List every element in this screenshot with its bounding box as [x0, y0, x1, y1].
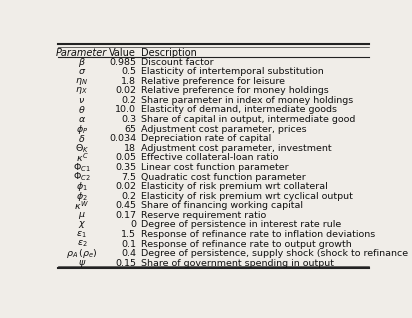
Text: $\eta_N$: $\eta_N$ [75, 76, 88, 87]
Text: 0: 0 [130, 220, 136, 230]
Text: Elasticity of risk premium wrt cyclical output: Elasticity of risk premium wrt cyclical … [141, 192, 353, 201]
Text: Share of capital in output, intermediate good: Share of capital in output, intermediate… [141, 115, 355, 124]
Text: Degree of persistence, supply shock (shock to refinance rate): Degree of persistence, supply shock (sho… [141, 249, 412, 258]
Text: Discount factor: Discount factor [141, 58, 213, 66]
Text: $\chi$: $\chi$ [78, 219, 86, 231]
Text: $\mu$: $\mu$ [78, 210, 86, 221]
Text: $\beta$: $\beta$ [78, 56, 86, 69]
Text: Response of refinance rate to output growth: Response of refinance rate to output gro… [141, 240, 352, 249]
Text: 0.17: 0.17 [115, 211, 136, 220]
Text: $\alpha$: $\alpha$ [78, 115, 86, 124]
Text: $\sigma$: $\sigma$ [78, 67, 86, 76]
Text: 0.034: 0.034 [109, 134, 136, 143]
Text: 1.5: 1.5 [121, 230, 136, 239]
Text: $\phi_1$: $\phi_1$ [76, 180, 88, 193]
Text: Linear cost function parameter: Linear cost function parameter [141, 163, 288, 172]
Text: $\psi$: $\psi$ [77, 258, 86, 269]
Text: Share of financing working capital: Share of financing working capital [141, 201, 303, 210]
Text: Share of government spending in output: Share of government spending in output [141, 259, 334, 268]
Text: Adjustment cost parameter, prices: Adjustment cost parameter, prices [141, 125, 307, 134]
Text: Parameter: Parameter [56, 47, 108, 58]
Text: Elasticity of intertemporal substitution: Elasticity of intertemporal substitution [141, 67, 324, 76]
Text: Reserve requirement ratio: Reserve requirement ratio [141, 211, 266, 220]
Text: $\varepsilon_1$: $\varepsilon_1$ [77, 229, 87, 240]
Text: 0.5: 0.5 [121, 67, 136, 76]
Text: $\Phi_{C2}$: $\Phi_{C2}$ [73, 171, 91, 183]
Text: 0.45: 0.45 [115, 201, 136, 210]
Text: Response of refinance rate to inflation deviations: Response of refinance rate to inflation … [141, 230, 375, 239]
Text: $\rho_A\,(\rho_e)$: $\rho_A\,(\rho_e)$ [66, 247, 98, 260]
Text: 0.3: 0.3 [121, 115, 136, 124]
Text: Elasticity of demand, intermediate goods: Elasticity of demand, intermediate goods [141, 106, 337, 114]
Text: 1.8: 1.8 [121, 77, 136, 86]
Text: 0.985: 0.985 [109, 58, 136, 66]
Text: Quadratic cost function parameter: Quadratic cost function parameter [141, 173, 306, 182]
Text: Adjustment cost parameter, investment: Adjustment cost parameter, investment [141, 144, 332, 153]
Text: $\eta_X$: $\eta_X$ [75, 85, 88, 96]
Text: $\Phi_{C1}$: $\Phi_{C1}$ [73, 161, 91, 174]
Text: Effective collateral-loan ratio: Effective collateral-loan ratio [141, 153, 279, 162]
Text: 65: 65 [124, 125, 136, 134]
Text: 0.2: 0.2 [121, 96, 136, 105]
Text: Depreciation rate of capital: Depreciation rate of capital [141, 134, 271, 143]
Text: $\theta$: $\theta$ [78, 105, 86, 115]
Text: 0.15: 0.15 [115, 259, 136, 268]
Text: 0.02: 0.02 [115, 86, 136, 95]
Text: 0.35: 0.35 [115, 163, 136, 172]
Text: Value: Value [109, 47, 136, 58]
Text: $\nu$: $\nu$ [78, 96, 85, 105]
Text: 10.0: 10.0 [115, 106, 136, 114]
Text: Share parameter in index of money holdings: Share parameter in index of money holdin… [141, 96, 353, 105]
Text: Relative preference for leisure: Relative preference for leisure [141, 77, 285, 86]
Text: $\phi_P$: $\phi_P$ [76, 123, 88, 136]
Text: $\kappa^C$: $\kappa^C$ [75, 152, 88, 164]
Text: $\phi_2$: $\phi_2$ [76, 190, 88, 203]
Text: $\Theta_K$: $\Theta_K$ [75, 142, 89, 155]
Text: $\varepsilon_2$: $\varepsilon_2$ [77, 239, 87, 249]
Text: $\kappa^W$: $\kappa^W$ [75, 199, 89, 212]
Text: Description: Description [141, 47, 197, 58]
Text: 0.02: 0.02 [115, 182, 136, 191]
Text: Relative preference for money holdings: Relative preference for money holdings [141, 86, 329, 95]
Text: 0.4: 0.4 [121, 249, 136, 258]
Text: 7.5: 7.5 [121, 173, 136, 182]
Text: 0.05: 0.05 [115, 153, 136, 162]
Text: Elasticity of risk premium wrt collateral: Elasticity of risk premium wrt collatera… [141, 182, 328, 191]
Text: 18: 18 [124, 144, 136, 153]
Text: $\delta$: $\delta$ [78, 133, 86, 144]
Text: 0.2: 0.2 [121, 192, 136, 201]
Text: 0.1: 0.1 [121, 240, 136, 249]
Text: Degree of persistence in interest rate rule: Degree of persistence in interest rate r… [141, 220, 341, 230]
